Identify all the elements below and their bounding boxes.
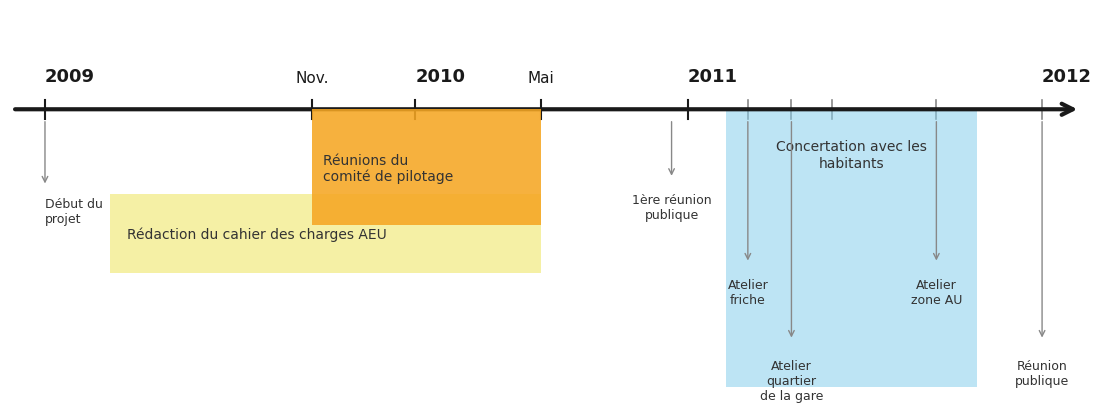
Text: Réunion
publique: Réunion publique (1015, 360, 1069, 388)
Text: Début du
projet: Début du projet (45, 198, 103, 226)
Bar (726, 109, 977, 387)
Text: Atelier
quartier
de la gare: Atelier quartier de la gare (760, 360, 824, 403)
Bar (312, 109, 541, 225)
Text: 2009: 2009 (45, 68, 95, 86)
Text: Réunions du
comité de pilotage: Réunions du comité de pilotage (322, 154, 453, 184)
Text: Atelier
zone AU: Atelier zone AU (911, 279, 962, 307)
Text: 2011: 2011 (688, 68, 737, 86)
Text: 1ère réunion
publique: 1ère réunion publique (631, 194, 711, 222)
Bar (110, 194, 541, 273)
Text: 2012: 2012 (1042, 68, 1092, 86)
Text: Nov.: Nov. (295, 71, 329, 86)
Text: Concertation avec les
habitants: Concertation avec les habitants (776, 140, 927, 171)
Text: 2010: 2010 (415, 68, 466, 86)
Text: Mai: Mai (528, 71, 554, 86)
Text: Rédaction du cahier des charges AEU: Rédaction du cahier des charges AEU (127, 227, 386, 242)
Text: Atelier
friche: Atelier friche (728, 279, 768, 307)
